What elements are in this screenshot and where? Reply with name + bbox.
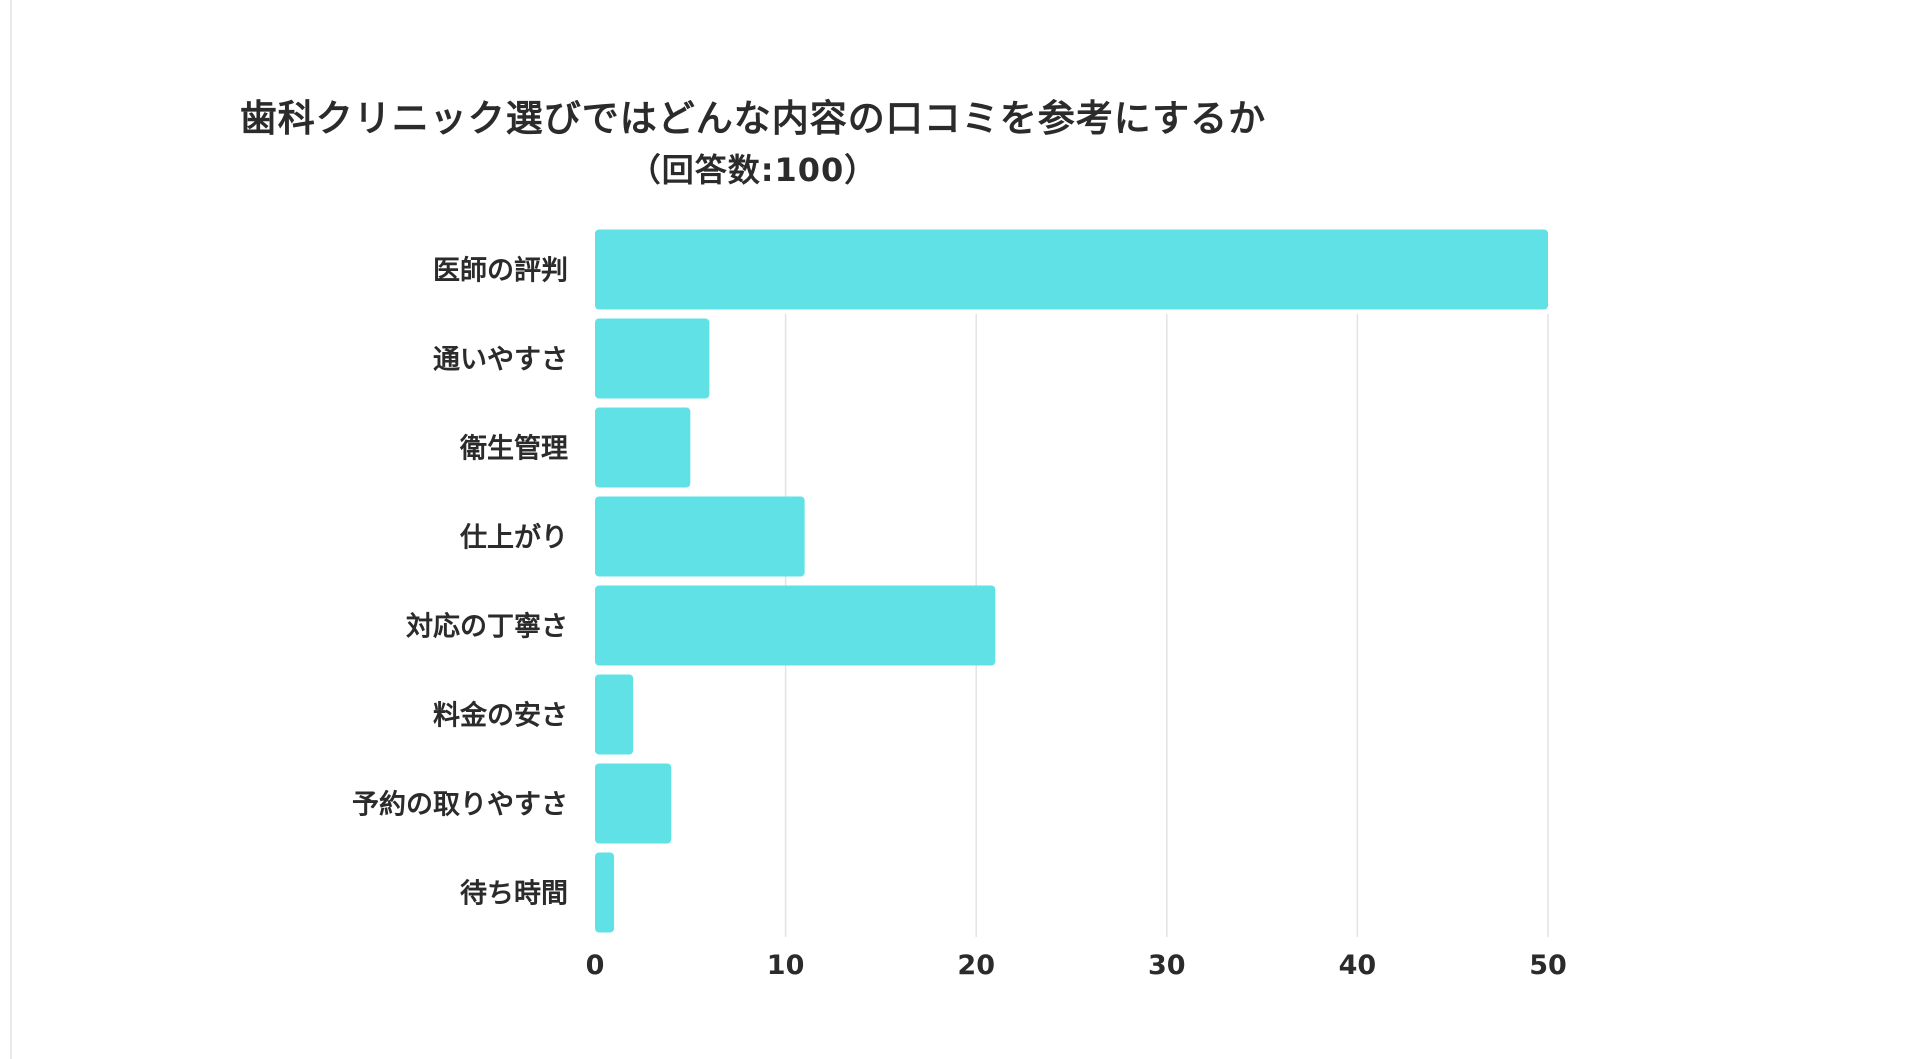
bar — [595, 496, 805, 577]
x-tick-label: 20 — [957, 950, 995, 981]
category-label: 衛生管理 — [459, 433, 568, 465]
x-tick-label: 50 — [1529, 950, 1567, 981]
category-label: 仕上がり — [459, 522, 568, 554]
category-label: 対応の丁寧さ — [406, 611, 568, 643]
x-tick-layer: 0 10 20 30 40 50 — [586, 950, 1567, 981]
category-label-layer: 医師の評判通いやすさ衛生管理仕上がり対応の丁寧さ料金の安さ予約の取りやすさ待ち時… — [352, 255, 568, 910]
x-tick-label: 10 — [767, 950, 805, 981]
bar-layer — [595, 229, 1548, 933]
category-label: 待ち時間 — [460, 879, 568, 910]
x-tick-label: 40 — [1339, 950, 1377, 981]
bar — [595, 674, 634, 755]
bar — [595, 318, 710, 399]
category-label: 料金の安さ — [433, 700, 568, 732]
category-label: 通いやすさ — [433, 345, 568, 376]
bar — [595, 407, 691, 488]
chart-subtitle: （回答数:100） — [628, 151, 878, 189]
category-label: 医師の評判 — [433, 255, 568, 287]
bar — [595, 585, 996, 666]
page-left-border — [10, 0, 12, 1059]
category-label: 予約の取りやすさ — [352, 789, 568, 821]
bar — [595, 852, 615, 933]
bar — [595, 763, 672, 844]
chart-title: 歯科クリニック選びではどんな内容の口コミを参考にするか — [239, 97, 1267, 140]
x-tick-label: 30 — [1148, 950, 1186, 981]
x-tick-label: 0 — [586, 950, 605, 981]
bar — [595, 229, 1548, 310]
